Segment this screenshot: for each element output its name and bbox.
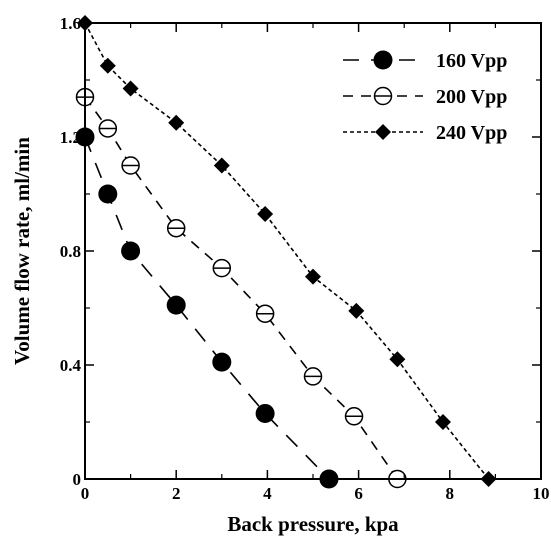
legend: 160 Vpp 200 Vpp 240 Vpp xyxy=(343,50,507,144)
series-3-point xyxy=(213,157,230,174)
y-tick-label: 1.6 xyxy=(60,14,81,33)
legend-entry-2-label: 200 Vpp xyxy=(436,86,507,108)
y-tick-label: 0 xyxy=(73,470,82,489)
legend-entry-1-label: 160 Vpp xyxy=(436,50,507,72)
x-tick-label: 0 xyxy=(81,484,90,503)
series-1-line xyxy=(84,136,330,480)
series-2-point xyxy=(98,119,118,138)
series-2-point xyxy=(255,304,275,323)
series-2-point xyxy=(212,258,232,278)
series-3-point xyxy=(257,205,274,222)
legend-entry-3: 240 Vpp xyxy=(343,122,507,144)
legend-entry-3-label: 240 Vpp xyxy=(436,122,507,144)
y-tick-label: 0.4 xyxy=(60,356,82,375)
y-tick-label: 0.8 xyxy=(60,242,81,261)
legend-entry-2: 200 Vpp xyxy=(343,86,507,108)
legend-entry-1-point xyxy=(373,50,393,70)
series-layer xyxy=(75,15,497,489)
series-3-line xyxy=(84,22,490,480)
legend-entry-3-point xyxy=(375,124,391,140)
x-tick-label: 8 xyxy=(446,484,455,503)
series-2-point xyxy=(303,367,323,386)
series-3-point xyxy=(348,302,365,319)
series-3-point xyxy=(305,268,321,285)
y-axis-title: Volume flow rate, ml/min xyxy=(10,137,34,365)
x-axis-title: Back pressure, kpa xyxy=(227,512,399,536)
series-1-point xyxy=(98,184,118,204)
series-1-point xyxy=(255,403,275,423)
series-2 xyxy=(75,87,407,489)
series-2-point xyxy=(166,218,186,238)
series-1-point xyxy=(121,241,141,261)
x-tick-label: 2 xyxy=(172,484,181,503)
series-3-point xyxy=(99,57,116,74)
series-3-point xyxy=(168,114,185,131)
y-tick-label: 1.2 xyxy=(60,128,81,147)
series-3-point xyxy=(122,80,139,97)
series-2-point xyxy=(344,407,364,426)
tick-marks xyxy=(84,22,542,480)
x-tick-label: 4 xyxy=(263,484,272,503)
x-tick-label: 6 xyxy=(354,484,363,503)
series-1-point xyxy=(212,352,232,372)
series-1 xyxy=(75,127,339,489)
legend-entry-1: 160 Vpp xyxy=(343,50,507,72)
series-2-point xyxy=(121,156,140,175)
series-1-point xyxy=(166,295,186,315)
series-3-point xyxy=(434,414,451,430)
legend-entry-2-point xyxy=(373,86,393,106)
tick-labels: 0 2 4 6 8 10 0 0.4 0.8 1.2 1.6 xyxy=(60,14,550,503)
x-tick-label: 10 xyxy=(533,484,550,503)
series-3-point xyxy=(389,351,406,368)
